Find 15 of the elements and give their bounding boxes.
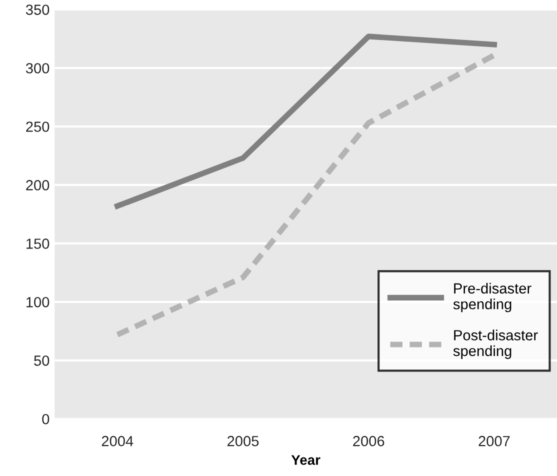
- y-tick-label: 0: [42, 414, 50, 424]
- legend-label: Pre-disaster spending: [453, 282, 532, 312]
- y-tick-label: 250: [26, 122, 50, 132]
- y-tick-label: 150: [26, 238, 50, 249]
- legend-label: Post-disaster spending: [453, 330, 538, 359]
- x-tick-label: 2004: [102, 436, 134, 446]
- y-tick-label: 200: [26, 180, 50, 190]
- x-axis-title: Year: [291, 455, 320, 465]
- x-tick-label: 2006: [353, 436, 384, 446]
- y-tick-label: 100: [26, 297, 50, 308]
- x-tick-label: 2007: [478, 436, 510, 446]
- y-tick-label: 350: [26, 4, 50, 15]
- y-tick-label: 50: [34, 356, 50, 366]
- y-tick-label: 300: [26, 63, 50, 74]
- x-tick-label: 2005: [228, 436, 259, 446]
